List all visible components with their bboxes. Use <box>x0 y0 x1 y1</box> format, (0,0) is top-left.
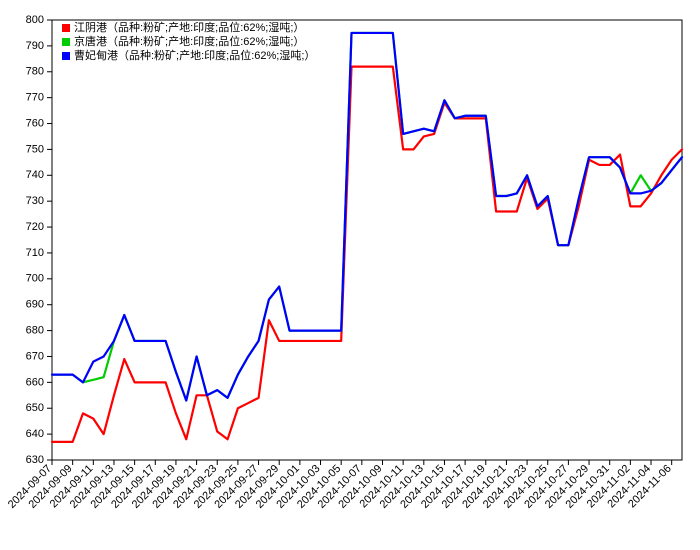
y-tick-label: 800 <box>26 14 44 26</box>
legend-label-jiangyin: 江阴港（品种:粉矿;产地:印度;品位:62%;湿吨;） <box>74 20 304 34</box>
y-tick-label: 700 <box>26 273 44 285</box>
y-tick-label: 650 <box>26 402 44 414</box>
legend-label-caofeidian: 曹妃甸港（品种:粉矿;产地:印度;品位:62%;湿吨;） <box>74 48 315 62</box>
chart-svg: 630 640 650 660 670 680 690 700 710 720 730 740 750 7… <box>0 0 700 550</box>
y-tick-label: 770 <box>26 92 44 104</box>
y-tick-label: 730 <box>26 195 44 207</box>
y-tick-label: 720 <box>26 221 44 233</box>
y-tick-label: 630 <box>26 454 44 466</box>
plot-border <box>52 20 682 460</box>
y-tick-label: 670 <box>26 350 44 362</box>
y-tick-label: 740 <box>26 169 44 181</box>
y-tick-label: 690 <box>26 299 44 311</box>
line-chart: 630 640 650 660 670 680 690 700 710 720 730 740 750 7… <box>0 0 700 550</box>
series-line-jiangyin <box>52 67 682 442</box>
y-tick-label: 660 <box>26 376 44 388</box>
y-tick-label: 790 <box>26 40 44 52</box>
y-tick-label: 710 <box>26 247 44 259</box>
y-tick-label: 680 <box>26 324 44 336</box>
y-tick-label: 760 <box>26 117 44 129</box>
legend-label-jingtang: 京唐港（品种:粉矿;产地:印度;品位:62%;湿吨;） <box>74 34 304 48</box>
y-tick-label: 640 <box>26 428 44 440</box>
y-tick-label: 780 <box>26 66 44 78</box>
series-line-caofeidian <box>52 33 682 401</box>
legend-marker-jingtang <box>62 38 70 46</box>
legend-marker-jiangyin <box>62 24 70 32</box>
legend-marker-caofeidian <box>62 52 70 60</box>
series-line-jingtang <box>52 33 682 401</box>
y-tick-label: 750 <box>26 143 44 155</box>
